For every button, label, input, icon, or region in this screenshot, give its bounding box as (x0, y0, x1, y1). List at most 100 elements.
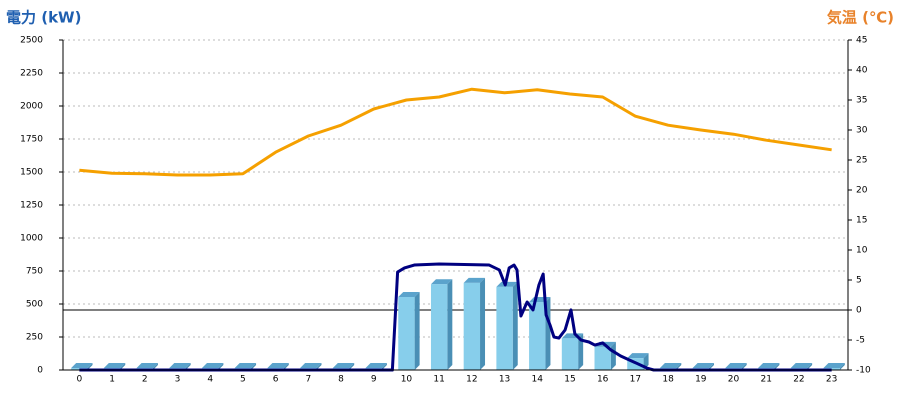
bar (463, 282, 481, 370)
x-tick-label: 14 (532, 375, 544, 385)
bar-side (447, 279, 453, 370)
x-tick-label: 12 (466, 375, 477, 385)
bar-side (251, 363, 257, 370)
bar-top (823, 363, 845, 369)
bar-side (152, 363, 158, 370)
bar-top (496, 281, 518, 287)
y-tick-label: 500 (26, 300, 43, 310)
x-tick-label: 10 (401, 375, 413, 385)
y-tick-label: 1250 (20, 201, 43, 211)
bar-top (365, 363, 387, 369)
bar-side (381, 363, 387, 370)
bar (561, 338, 579, 370)
bar-side (185, 363, 191, 370)
line (79, 87, 832, 177)
bar-side (512, 281, 518, 370)
bar-side (708, 363, 714, 370)
x-tick-label: 19 (695, 375, 707, 385)
y2-tick-label: 5 (856, 276, 862, 286)
x-tick-label: 4 (207, 375, 213, 385)
x-tick-label: 20 (728, 375, 740, 385)
bar (496, 286, 513, 370)
y2-tick-label: 30 (856, 126, 868, 136)
y2-tick-label: 35 (856, 96, 867, 106)
bar-side (283, 363, 289, 370)
bar-side (414, 292, 420, 370)
x-tick-label: 2 (142, 375, 148, 385)
x-tick-label: 0 (76, 375, 82, 385)
bar-top (300, 363, 322, 369)
y2-tick-label: 20 (856, 186, 868, 196)
x-tick-label: 8 (338, 375, 344, 385)
bar-top (659, 363, 682, 369)
bar (398, 297, 415, 370)
y-tick-label: 1000 (20, 234, 43, 244)
x-tick-label: 23 (826, 375, 837, 385)
chart-title: 電力 (kW) (6, 9, 81, 27)
bar-side (316, 363, 322, 370)
bar-side (87, 363, 93, 370)
y-tick-label: 750 (26, 267, 43, 277)
bar-side (676, 363, 682, 370)
bar-top (332, 363, 355, 369)
bar-side (218, 363, 224, 370)
bar-top (234, 363, 257, 369)
bar-top (463, 277, 486, 283)
bar-top (169, 363, 191, 369)
bar-top (692, 363, 714, 369)
bar (823, 368, 840, 370)
bar-side (741, 363, 747, 370)
line (79, 262, 832, 372)
y-tick-label: 1750 (20, 135, 43, 145)
y2-tick-label: 0 (856, 306, 862, 316)
bar-top (758, 363, 780, 369)
x-tick-label: 22 (793, 375, 804, 385)
x-tick-label: 11 (433, 375, 444, 385)
x-tick-label: 7 (305, 375, 311, 385)
bar-top (71, 363, 93, 369)
bar-side (349, 363, 355, 370)
bar-side (480, 277, 486, 370)
y2-tick-label: -10 (856, 366, 871, 376)
x-tick-label: 15 (564, 375, 575, 385)
bar-side (774, 363, 780, 370)
bar-side (839, 363, 845, 370)
x-tick-label: 13 (499, 375, 510, 385)
bar-top (790, 363, 813, 369)
x-tick-label: 18 (662, 375, 674, 385)
bar-top (136, 363, 158, 369)
y-tick-label: 2000 (20, 102, 43, 112)
bar-side (120, 363, 126, 370)
y2-tick-label: 40 (856, 66, 868, 76)
bar-top (103, 363, 126, 369)
bar (430, 284, 448, 370)
y2-tick-label: 10 (856, 246, 868, 256)
y-tick-label: 250 (26, 333, 43, 343)
x-tick-label: 17 (630, 375, 641, 385)
x-tick-label: 5 (240, 375, 246, 385)
x-tick-label: 21 (761, 375, 772, 385)
bar-top (267, 363, 289, 369)
x-tick-label: 6 (273, 375, 279, 385)
bar-top (430, 279, 453, 285)
bar-side (578, 333, 584, 370)
y-tick-label: 1500 (20, 168, 43, 178)
x-tick-label: 16 (597, 375, 609, 385)
bar (529, 302, 546, 370)
bar-top (627, 353, 649, 359)
bar (594, 346, 611, 370)
y2-tick-label: 45 (856, 36, 867, 46)
bar-top (725, 363, 747, 369)
y2-title: 気温 (℃) (827, 9, 894, 27)
y2-tick-label: 15 (856, 216, 867, 226)
x-tick-label: 9 (371, 375, 377, 385)
bar-side (807, 363, 813, 370)
bar-side (610, 341, 616, 370)
bar-top (202, 363, 224, 369)
x-tick-label: 3 (175, 375, 181, 385)
y2-tick-label: 25 (856, 156, 867, 166)
y2-tick-label: -5 (856, 336, 865, 346)
x-tick-label: 1 (109, 375, 115, 385)
bar-top (398, 292, 420, 298)
